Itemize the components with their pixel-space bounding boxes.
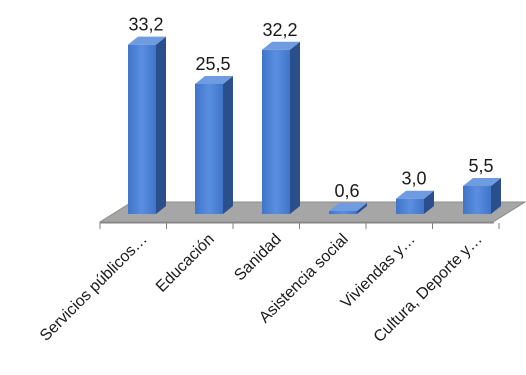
category-label: Cultura, Deporte y… (371, 231, 486, 346)
bar-top (396, 190, 434, 199)
category-label: Educación (153, 231, 218, 296)
bar-top (329, 202, 367, 211)
bar-side (357, 202, 367, 214)
bar (329, 202, 367, 214)
bar-front (329, 210, 357, 214)
bar-top (463, 177, 501, 186)
bar (195, 75, 233, 214)
value-label: 25,5 (195, 54, 230, 74)
bar-top (128, 36, 166, 45)
bar (396, 190, 434, 214)
bar (262, 41, 300, 214)
category-label: Sanidad (231, 231, 285, 285)
bar-side (290, 41, 300, 214)
value-label: 33,2 (128, 15, 163, 35)
bar-front (128, 44, 156, 215)
value-label: 5,5 (468, 156, 493, 176)
value-labels: 33,2 25,5 32,2 0,6 3,0 5,5 (128, 15, 493, 201)
bar-front (396, 198, 424, 214)
category-labels: Servicios públicos… Educación SanidadAsist… (37, 231, 486, 346)
bar-side (491, 177, 501, 214)
bar-side (424, 190, 434, 214)
bar-side (223, 75, 233, 214)
x-axis (99, 222, 500, 229)
bar-front (463, 185, 491, 214)
value-label: 32,2 (262, 20, 297, 40)
value-label: 3,0 (401, 169, 426, 189)
value-label: 0,6 (334, 181, 359, 201)
bar-front (195, 83, 223, 214)
bar-side (156, 36, 166, 215)
category-label: Servicios públicos… (37, 231, 151, 345)
bar (128, 36, 166, 215)
bar-top (262, 41, 300, 50)
bar-front (262, 49, 290, 214)
bar-top (195, 75, 233, 84)
bars (128, 36, 501, 215)
bar (463, 177, 501, 214)
